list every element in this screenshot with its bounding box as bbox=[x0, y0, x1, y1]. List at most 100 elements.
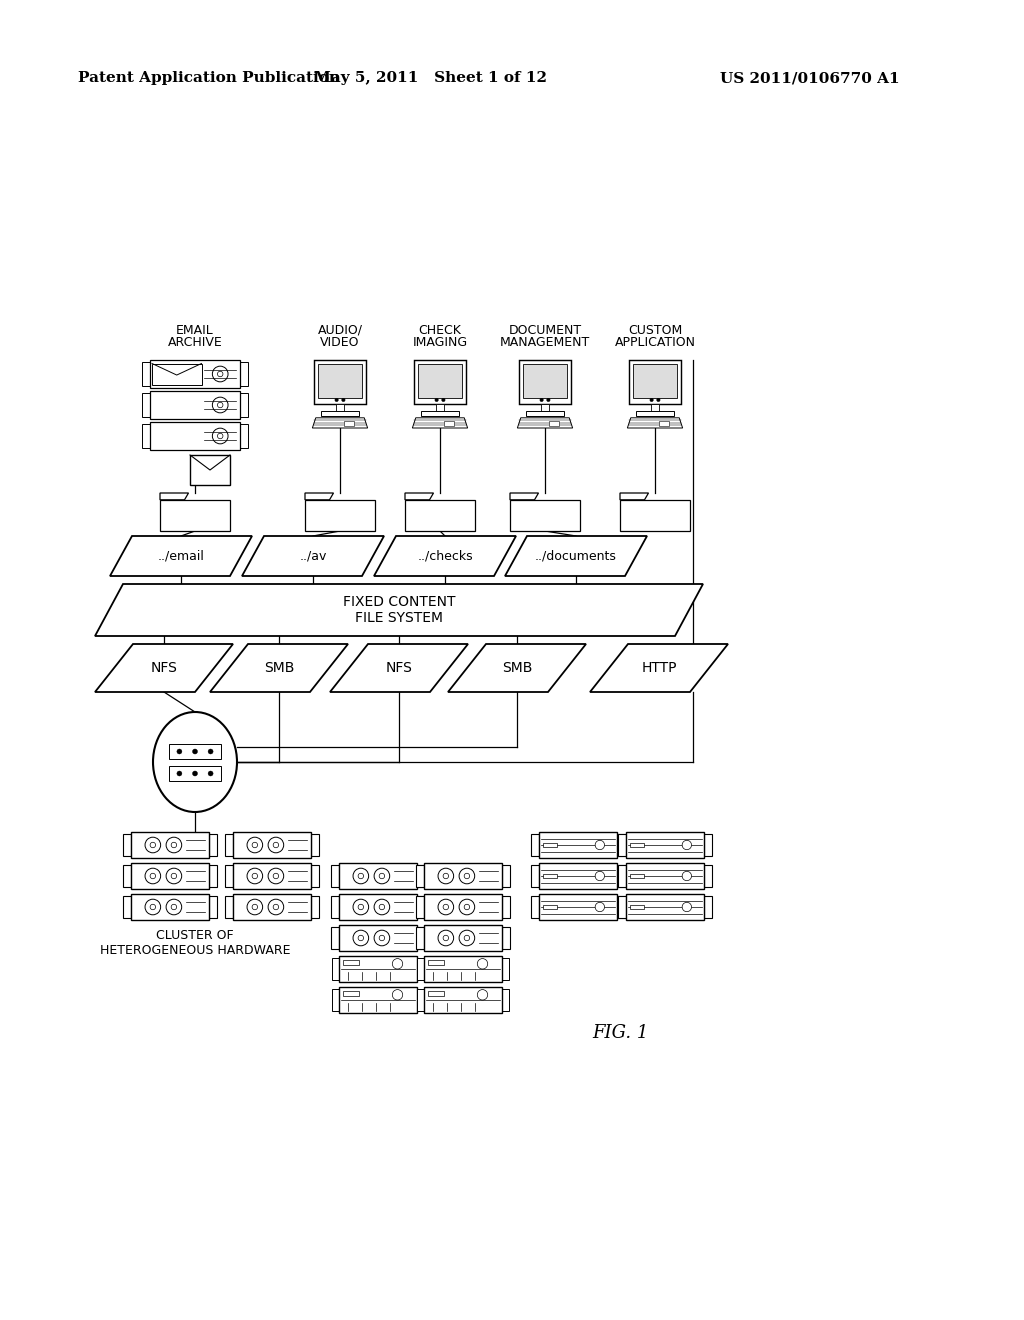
Polygon shape bbox=[517, 418, 572, 428]
Circle shape bbox=[342, 399, 345, 401]
Bar bbox=[630, 874, 644, 878]
Bar bbox=[339, 956, 417, 982]
Bar bbox=[424, 894, 502, 920]
Bar bbox=[131, 894, 209, 920]
Circle shape bbox=[145, 837, 161, 853]
Bar bbox=[142, 362, 150, 385]
Polygon shape bbox=[312, 418, 368, 428]
Bar bbox=[531, 865, 539, 887]
Bar bbox=[421, 411, 459, 416]
Bar bbox=[233, 863, 311, 888]
Bar bbox=[225, 834, 233, 857]
Bar bbox=[424, 925, 502, 950]
Bar bbox=[123, 834, 131, 857]
Bar bbox=[233, 894, 311, 920]
Bar bbox=[618, 865, 626, 887]
Circle shape bbox=[247, 899, 262, 915]
Bar bbox=[209, 865, 217, 887]
Polygon shape bbox=[210, 644, 348, 692]
Bar bbox=[502, 958, 509, 979]
Polygon shape bbox=[505, 536, 647, 576]
Bar bbox=[618, 896, 626, 917]
Ellipse shape bbox=[153, 711, 237, 812]
Circle shape bbox=[268, 869, 284, 884]
Bar bbox=[418, 364, 462, 399]
Bar bbox=[311, 834, 319, 857]
Circle shape bbox=[358, 874, 364, 879]
Text: ARCHIVE: ARCHIVE bbox=[168, 337, 222, 350]
Bar bbox=[225, 896, 233, 917]
Circle shape bbox=[595, 841, 604, 850]
Bar bbox=[339, 925, 417, 950]
Circle shape bbox=[193, 771, 198, 776]
Bar bbox=[502, 865, 510, 887]
Circle shape bbox=[379, 936, 385, 941]
Bar bbox=[518, 360, 571, 404]
Text: APPLICATION: APPLICATION bbox=[614, 337, 695, 350]
Circle shape bbox=[166, 869, 181, 884]
Text: CLUSTER OF
HETEROGENEOUS HARDWARE: CLUSTER OF HETEROGENEOUS HARDWARE bbox=[99, 929, 290, 957]
Text: NFS: NFS bbox=[151, 661, 177, 675]
Circle shape bbox=[208, 748, 213, 754]
Circle shape bbox=[650, 399, 653, 401]
Circle shape bbox=[212, 366, 228, 381]
Text: Patent Application Publication: Patent Application Publication bbox=[78, 71, 340, 84]
Circle shape bbox=[353, 931, 369, 946]
Bar bbox=[209, 834, 217, 857]
Circle shape bbox=[252, 904, 258, 909]
Polygon shape bbox=[160, 492, 188, 500]
Bar bbox=[417, 865, 425, 887]
Bar bbox=[617, 896, 625, 917]
Circle shape bbox=[177, 771, 182, 776]
Polygon shape bbox=[449, 644, 586, 692]
Text: May 5, 2011   Sheet 1 of 12: May 5, 2011 Sheet 1 of 12 bbox=[313, 71, 547, 84]
Bar bbox=[502, 896, 510, 917]
Bar bbox=[417, 989, 424, 1011]
Circle shape bbox=[441, 399, 445, 401]
Circle shape bbox=[217, 433, 223, 438]
Bar bbox=[240, 393, 248, 417]
Bar bbox=[531, 896, 539, 917]
Circle shape bbox=[459, 869, 475, 884]
Circle shape bbox=[171, 904, 176, 909]
Circle shape bbox=[379, 874, 385, 879]
Polygon shape bbox=[242, 536, 384, 576]
Bar bbox=[636, 411, 674, 416]
Bar bbox=[523, 364, 567, 399]
Circle shape bbox=[252, 874, 258, 879]
Circle shape bbox=[247, 869, 262, 884]
Circle shape bbox=[374, 899, 390, 915]
Bar bbox=[424, 987, 502, 1012]
Bar bbox=[705, 896, 712, 917]
Circle shape bbox=[166, 899, 181, 915]
Bar bbox=[659, 421, 670, 426]
Bar bbox=[343, 960, 358, 965]
Text: FIXED CONTENT
FILE SYSTEM: FIXED CONTENT FILE SYSTEM bbox=[343, 595, 456, 626]
Circle shape bbox=[358, 936, 364, 941]
Circle shape bbox=[335, 399, 338, 401]
Circle shape bbox=[540, 399, 544, 401]
Bar bbox=[331, 865, 339, 887]
Circle shape bbox=[212, 397, 228, 413]
Circle shape bbox=[193, 748, 198, 754]
Bar bbox=[416, 865, 424, 887]
Bar bbox=[436, 404, 444, 411]
Bar bbox=[150, 422, 240, 450]
Bar bbox=[190, 455, 230, 484]
Circle shape bbox=[171, 874, 176, 879]
Text: EMAIL: EMAIL bbox=[176, 323, 214, 337]
Text: ../checks: ../checks bbox=[417, 549, 473, 562]
Circle shape bbox=[547, 399, 550, 401]
Polygon shape bbox=[95, 644, 233, 692]
Circle shape bbox=[392, 958, 402, 969]
Circle shape bbox=[682, 903, 691, 912]
Text: MANAGEMENT: MANAGEMENT bbox=[500, 337, 590, 350]
Circle shape bbox=[273, 904, 279, 909]
Circle shape bbox=[374, 869, 390, 884]
Text: SMB: SMB bbox=[502, 661, 532, 675]
Circle shape bbox=[682, 871, 691, 880]
Bar bbox=[626, 832, 705, 858]
Circle shape bbox=[353, 899, 369, 915]
Circle shape bbox=[353, 869, 369, 884]
Circle shape bbox=[145, 899, 161, 915]
